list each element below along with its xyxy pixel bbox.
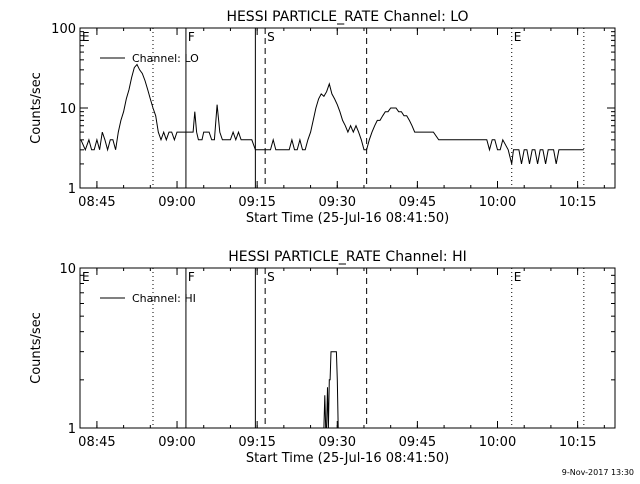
chart-1-ylabel: Counts/sec	[29, 72, 44, 144]
chart-2-xtick-label: 09:30	[319, 435, 356, 450]
chart-2-marker-label: F	[188, 270, 195, 284]
chart-1-ytick-label: 100	[51, 22, 76, 37]
chart-2-xtick-label: 09:00	[158, 435, 195, 450]
chart-1-marker-label: E	[514, 30, 522, 44]
chart-2-series-line	[323, 351, 339, 429]
chart-2-xtick-label: 08:45	[78, 435, 115, 450]
chart-1-xtick-label: 10:15	[559, 195, 596, 210]
footer-date: 9-Nov-2017 13:30	[561, 468, 634, 477]
chart-2-xtick-label: 09:45	[399, 435, 436, 450]
chart-1-ytick-label: 1	[68, 182, 76, 197]
chart-2-title: HESSI PARTICLE_RATE Channel: HI	[228, 249, 466, 265]
chart-2-xlabel: Start Time (25-Jul-16 08:41:50)	[246, 451, 449, 466]
chart-1-xtick-label: 09:15	[238, 195, 275, 210]
chart-1-xtick-label: 09:45	[399, 195, 436, 210]
chart-1-marker-label: S	[267, 30, 275, 44]
chart-1-xlabel: Start Time (25-Jul-16 08:41:50)	[246, 211, 449, 226]
chart-1-xtick-label: 08:45	[78, 195, 115, 210]
chart-2-xtick-label: 09:15	[238, 435, 275, 450]
chart-2-marker-label: E	[82, 270, 90, 284]
chart-2-legend-label: Channel: HI	[132, 292, 196, 305]
chart-1-title: HESSI PARTICLE_RATE Channel: LO	[226, 9, 468, 25]
chart-1-marker-label: E	[82, 30, 90, 44]
chart-2-xtick-label: 10:00	[479, 435, 516, 450]
chart-2-ylabel: Counts/sec	[29, 312, 44, 384]
chart-2-xtick-label: 10:15	[559, 435, 596, 450]
chart-1-marker-label: F	[188, 30, 195, 44]
chart-1-series-line	[80, 63, 584, 165]
chart-1-legend-label: Channel: LO	[132, 52, 199, 65]
chart-1-xtick-label: 09:00	[158, 195, 195, 210]
chart-1-xtick-label: 09:30	[319, 195, 356, 210]
chart-2-ytick-label: 10	[59, 262, 76, 277]
chart-2-marker-label: E	[514, 270, 522, 284]
chart-2-marker-label: S	[267, 270, 275, 284]
chart-1-ytick-label: 10	[59, 102, 76, 117]
chart-1-xtick-label: 10:00	[479, 195, 516, 210]
chart-2-ytick-label: 1	[68, 422, 76, 437]
